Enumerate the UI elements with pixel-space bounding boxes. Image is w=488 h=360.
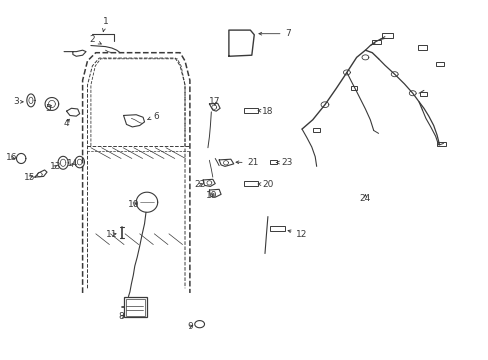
Bar <box>350 86 356 90</box>
Bar <box>123 297 147 317</box>
Bar <box>417 45 427 50</box>
Text: 14: 14 <box>67 159 79 168</box>
Bar <box>371 40 380 44</box>
Bar <box>125 299 145 316</box>
Text: 16: 16 <box>6 153 17 162</box>
Text: 20: 20 <box>258 180 273 189</box>
Bar <box>419 92 427 96</box>
Text: 2: 2 <box>89 35 101 44</box>
Text: 17: 17 <box>208 97 220 106</box>
Text: 10: 10 <box>127 200 139 209</box>
Text: 15: 15 <box>24 173 36 182</box>
Text: 23: 23 <box>276 158 292 167</box>
Text: 4: 4 <box>63 119 69 128</box>
Bar <box>269 160 276 163</box>
Text: 24: 24 <box>359 194 370 203</box>
Bar <box>381 33 392 39</box>
Bar <box>243 181 258 186</box>
Bar <box>269 226 285 231</box>
Text: 18: 18 <box>258 107 273 116</box>
Text: 3: 3 <box>13 97 23 106</box>
Text: 11: 11 <box>106 230 118 239</box>
Text: 9: 9 <box>186 322 192 331</box>
Bar <box>243 108 258 113</box>
Bar <box>435 62 444 66</box>
Text: 13: 13 <box>49 162 61 171</box>
Text: 8: 8 <box>119 312 124 321</box>
Text: 22: 22 <box>194 180 205 189</box>
Bar <box>436 141 445 146</box>
Text: 1: 1 <box>102 17 108 32</box>
Text: 5: 5 <box>45 104 51 113</box>
Text: 12: 12 <box>287 230 307 239</box>
Text: 21: 21 <box>236 158 259 167</box>
Text: 7: 7 <box>259 29 291 38</box>
Text: 6: 6 <box>147 112 158 121</box>
Text: 19: 19 <box>205 190 217 199</box>
Bar <box>312 128 320 132</box>
